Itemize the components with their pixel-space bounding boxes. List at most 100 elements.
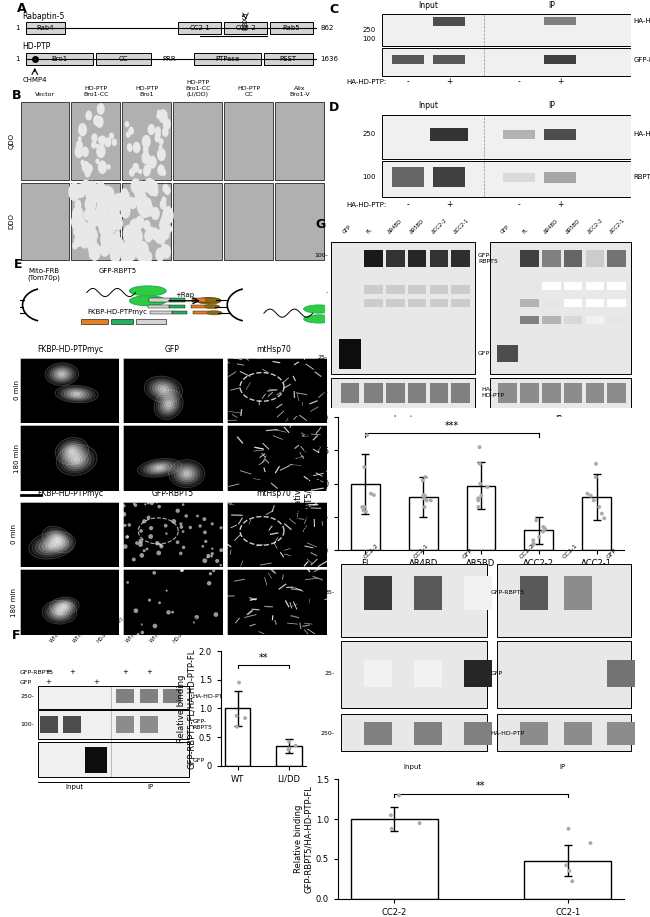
Point [534,529,544,544]
Point [195,519,205,534]
Circle shape [73,206,83,223]
Circle shape [143,182,150,192]
Text: FL: FL [365,227,373,235]
Point [177,563,188,578]
Circle shape [161,201,166,209]
Text: HA-
HD-PTP: HA- HD-PTP [481,387,504,398]
Circle shape [136,194,142,204]
Text: IP: IP [556,414,562,424]
Polygon shape [161,387,166,392]
Circle shape [135,244,144,258]
Circle shape [129,296,166,305]
Bar [451,285,470,293]
Bar [525,860,611,899]
Text: -: - [407,200,410,209]
Circle shape [147,228,153,238]
Circle shape [158,165,164,175]
Text: GFP: GFP [20,679,32,684]
Text: mtHsp70: mtHsp70 [257,345,291,354]
Point [149,566,159,580]
Text: Alix
Bro1-V: Alix Bro1-V [289,86,310,97]
Text: GFP-RBPT5: GFP-RBPT5 [490,591,525,595]
Circle shape [111,241,116,250]
Bar [408,382,426,403]
Y-axis label: Relative binding
GFP-RBPT5-FL/HA-HD-PTP-FL: Relative binding GFP-RBPT5-FL/HA-HD-PTP-… [177,648,196,768]
Point [118,499,129,514]
Circle shape [150,185,155,194]
Point [129,552,139,567]
Circle shape [91,182,96,190]
Circle shape [96,116,103,127]
Text: FKBP-HD-PTPmyc: FKBP-HD-PTPmyc [87,309,148,315]
Polygon shape [155,383,172,395]
Point [231,709,242,724]
Circle shape [138,200,148,215]
Polygon shape [55,609,64,615]
Text: IP: IP [148,784,153,790]
Bar [364,382,383,403]
Text: +: + [557,77,564,86]
Bar [140,690,158,703]
Circle shape [112,238,124,254]
Text: GFP: GFP [606,548,618,560]
Bar [497,346,519,362]
Circle shape [104,193,109,201]
Polygon shape [50,366,73,382]
Circle shape [167,226,172,232]
Bar [414,722,442,745]
Circle shape [116,246,122,256]
Bar [392,168,424,187]
Point [211,607,221,622]
Bar [364,299,383,307]
Point [205,567,216,581]
Circle shape [77,141,83,150]
Circle shape [137,245,148,262]
Bar [607,250,626,267]
Point [538,525,549,539]
Text: 250-: 250- [20,694,34,699]
Polygon shape [158,394,179,415]
Circle shape [124,226,134,242]
Point [188,615,199,630]
Bar [520,299,539,307]
Circle shape [197,297,221,304]
Y-axis label: Relative binding
GFP-RBPT5/HA-HD-PTP-FL: Relative binding GFP-RBPT5/HA-HD-PTP-FL [294,785,313,893]
Bar [542,315,560,324]
Circle shape [158,110,160,114]
Point [130,498,140,513]
Bar [122,103,171,180]
Circle shape [83,161,89,172]
Point [185,520,196,535]
Polygon shape [164,401,173,409]
Circle shape [79,124,86,136]
Bar [408,285,426,293]
Circle shape [304,304,334,313]
Text: ***: *** [445,421,460,430]
Text: H: H [316,541,326,554]
Bar [564,282,582,290]
Circle shape [105,139,109,146]
Circle shape [120,244,131,260]
Text: +: + [446,200,452,209]
Text: RBX5: RBX5 [242,12,248,30]
Circle shape [144,165,150,175]
Bar [21,103,70,180]
Text: Rabaptin-5: Rabaptin-5 [23,12,65,21]
Circle shape [81,160,84,164]
Bar [364,250,383,267]
Point [417,473,428,488]
Circle shape [101,231,112,249]
Bar [520,282,539,290]
Text: Rab4: Rab4 [36,26,55,31]
Point [129,496,139,511]
Bar [341,641,488,708]
Circle shape [129,286,166,296]
Circle shape [90,231,97,242]
Text: HA-HD-PTP: HA-HD-PTP [633,131,650,138]
Text: GFP-RBPT5: GFP-RBPT5 [98,268,136,274]
Point [207,541,218,556]
Polygon shape [47,603,72,621]
Point [200,525,210,540]
Point [538,520,549,535]
Circle shape [98,189,106,202]
